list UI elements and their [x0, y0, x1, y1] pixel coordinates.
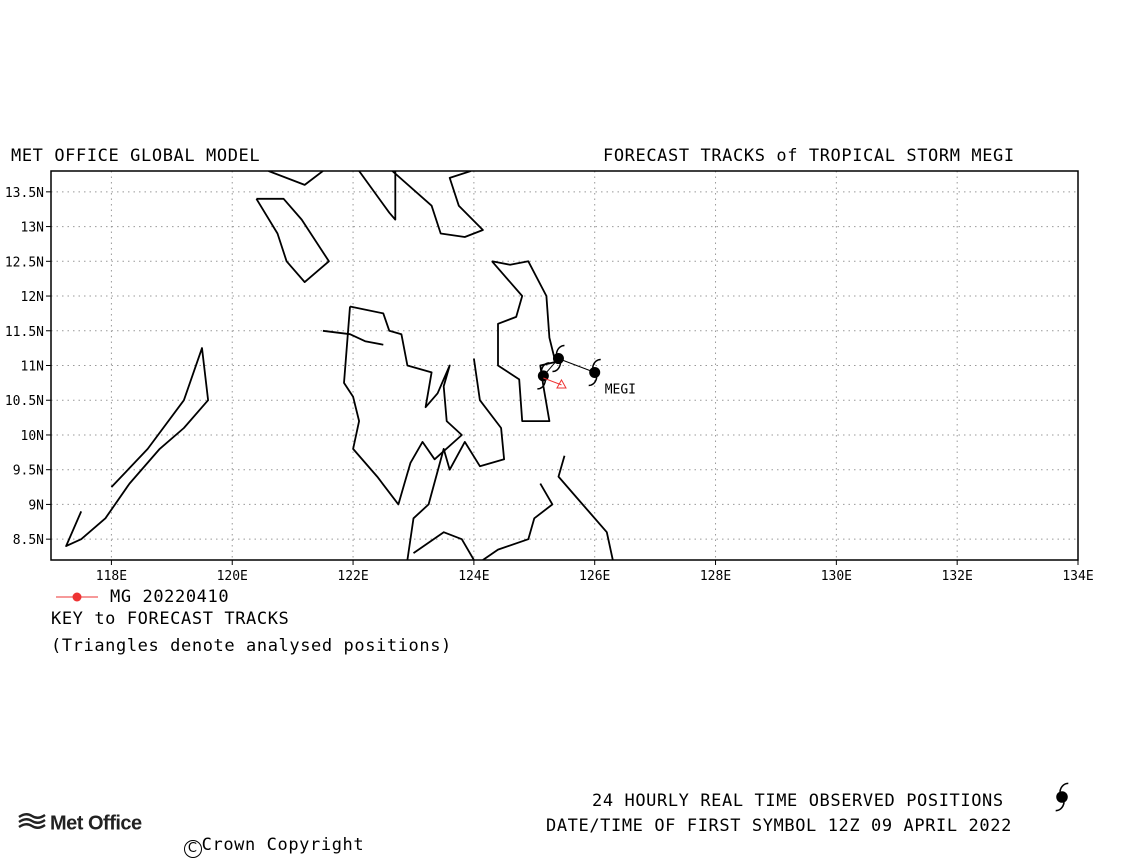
y-tick-label: 9N	[28, 498, 44, 513]
forecast-track-line	[543, 377, 562, 386]
x-tick-label: 122E	[337, 569, 368, 584]
key-heading: KEY to FORECAST TRACKS	[51, 609, 290, 629]
copyright-text: Crown Copyright	[201, 835, 365, 855]
cyclone-core	[552, 353, 564, 365]
coastline	[406, 358, 505, 560]
cyclone-icon	[552, 344, 565, 373]
cyclone-icon	[588, 358, 601, 387]
copyright: C Crown Copyright	[162, 815, 364, 858]
cyclone-arm	[1059, 782, 1069, 792]
track-layer: MEGI	[537, 344, 636, 397]
x-tick-label: 124E	[458, 569, 489, 584]
y-tick-label: 11.5N	[5, 325, 44, 340]
coastline-layer	[65, 171, 614, 560]
coastline	[557, 455, 614, 560]
coastline	[412, 531, 475, 560]
x-tick-label: 130E	[821, 569, 852, 584]
x-tick-label: 132E	[942, 569, 973, 584]
x-tick-label: 118E	[96, 569, 127, 584]
y-tick-label: 10N	[21, 429, 44, 444]
cyclone-icon	[1055, 782, 1069, 812]
y-tick-label: 10.5N	[5, 394, 44, 409]
y-tick-label: 12.5N	[5, 255, 44, 270]
y-tick-label: 8.5N	[13, 533, 44, 548]
legend-series-label: MG 20220410	[110, 587, 230, 607]
coastline	[391, 171, 484, 238]
coastline	[482, 483, 554, 560]
cyclone-icon	[537, 362, 550, 390]
coastline	[322, 329, 384, 346]
copyright-icon: C	[183, 840, 202, 858]
cyclone-arm	[537, 380, 547, 390]
chart-title: FORECAST TRACKS of TROPICAL STORM MEGI	[603, 146, 1015, 166]
y-tick-label: 13.5N	[5, 186, 44, 201]
legend-marker	[72, 592, 82, 602]
track-map: MEGI 118E 120E 122E 124E 126E 128E 130E 132E 134…	[5, 170, 1094, 812]
key-note: (Triangles denote analysed positions)	[51, 636, 452, 656]
cyclone-arm	[540, 362, 550, 372]
first-symbol-label: DATE/TIME OF FIRST SYMBOL 12Z 09 APRIL 2…	[546, 816, 1012, 836]
axis-layer: 118E 120E 122E 124E 126E 128E 130E 132E 134E 8.5N…	[5, 186, 1094, 584]
model-title: MET OFFICE GLOBAL MODEL	[11, 146, 261, 166]
met-office-logo: Met Office	[18, 812, 142, 836]
observed-positions-label: 24 HOURLY REAL TIME OBSERVED POSITIONS	[592, 791, 1004, 811]
x-tick-label: 126E	[579, 569, 610, 584]
cyclone-arm	[588, 377, 598, 387]
cyclone-arm	[591, 358, 601, 368]
grid-lines	[51, 171, 1078, 560]
x-tick-label: 128E	[700, 569, 731, 584]
coastline	[255, 197, 330, 283]
coastline	[343, 305, 463, 506]
cyclone-core	[589, 366, 601, 378]
y-tick-label: 9.5N	[13, 464, 44, 479]
x-tick-label: 120E	[217, 569, 248, 584]
y-tick-label: 13N	[21, 221, 44, 236]
coastline	[65, 347, 209, 547]
cyclone-arm	[552, 363, 562, 373]
cyclone-arm	[555, 344, 565, 354]
coastline	[491, 260, 557, 422]
observed-key-symbol	[1055, 782, 1069, 812]
y-tick-label: 11N	[21, 360, 44, 375]
cyclone-core	[1056, 791, 1068, 803]
x-tick-label: 134E	[1062, 569, 1093, 584]
observed-track-line	[543, 358, 595, 377]
y-tick-label: 12N	[21, 290, 44, 305]
logo-text: Met Office	[50, 812, 142, 835]
cyclone-arm	[1055, 802, 1065, 812]
key-legend	[56, 592, 98, 602]
coastline	[268, 171, 324, 186]
coastline	[358, 171, 397, 221]
logo-waves-icon	[18, 812, 46, 836]
analysed-triangle	[556, 378, 567, 389]
storm-label: MEGI	[605, 382, 636, 397]
